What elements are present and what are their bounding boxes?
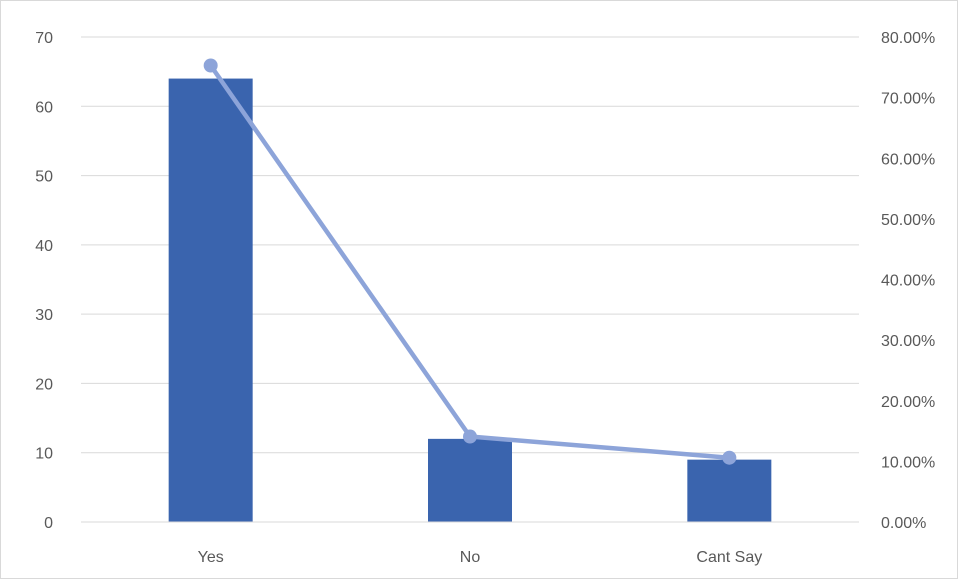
right-tick-label: 40.00%	[881, 273, 935, 290]
left-tick-label: 40	[35, 238, 53, 255]
left-tick-label: 50	[35, 169, 53, 186]
x-tick-label: Yes	[198, 549, 224, 566]
right-tick-label: 20.00%	[881, 394, 935, 411]
bar-series	[168, 78, 772, 523]
left-tick-label: 60	[35, 99, 53, 116]
x-tick-label: Cant Say	[696, 549, 762, 566]
right-tick-label: 80.00%	[881, 30, 935, 47]
left-tick-label: 0	[44, 515, 53, 532]
x-tick-label: No	[460, 549, 481, 566]
left-tick-label: 10	[35, 446, 53, 463]
right-tick-label: 60.00%	[881, 151, 935, 168]
x-axis: Yes No Cant Say	[81, 521, 859, 566]
right-tick-label: 70.00%	[881, 91, 935, 108]
left-axis: 0 10 20 30 40 50 60 70	[35, 30, 53, 532]
bar	[687, 459, 772, 522]
right-tick-label: 10.00%	[881, 454, 935, 471]
line-path	[208, 63, 732, 460]
bar	[428, 438, 512, 522]
line-point	[203, 58, 218, 73]
line-series	[203, 58, 737, 465]
right-axis: 0.00% 10.00% 20.00% 30.00% 40.00% 50.00% 60.00…	[881, 30, 935, 532]
right-tick-label: 50.00%	[881, 212, 935, 229]
left-tick-label: 30	[35, 307, 53, 324]
left-tick-label: 20	[35, 376, 53, 393]
right-tick-label: 0.00%	[881, 515, 926, 532]
right-tick-label: 30.00%	[881, 333, 935, 350]
left-tick-label: 70	[35, 30, 53, 47]
line-point	[722, 450, 737, 465]
line-point	[463, 429, 477, 444]
bar	[168, 78, 253, 523]
